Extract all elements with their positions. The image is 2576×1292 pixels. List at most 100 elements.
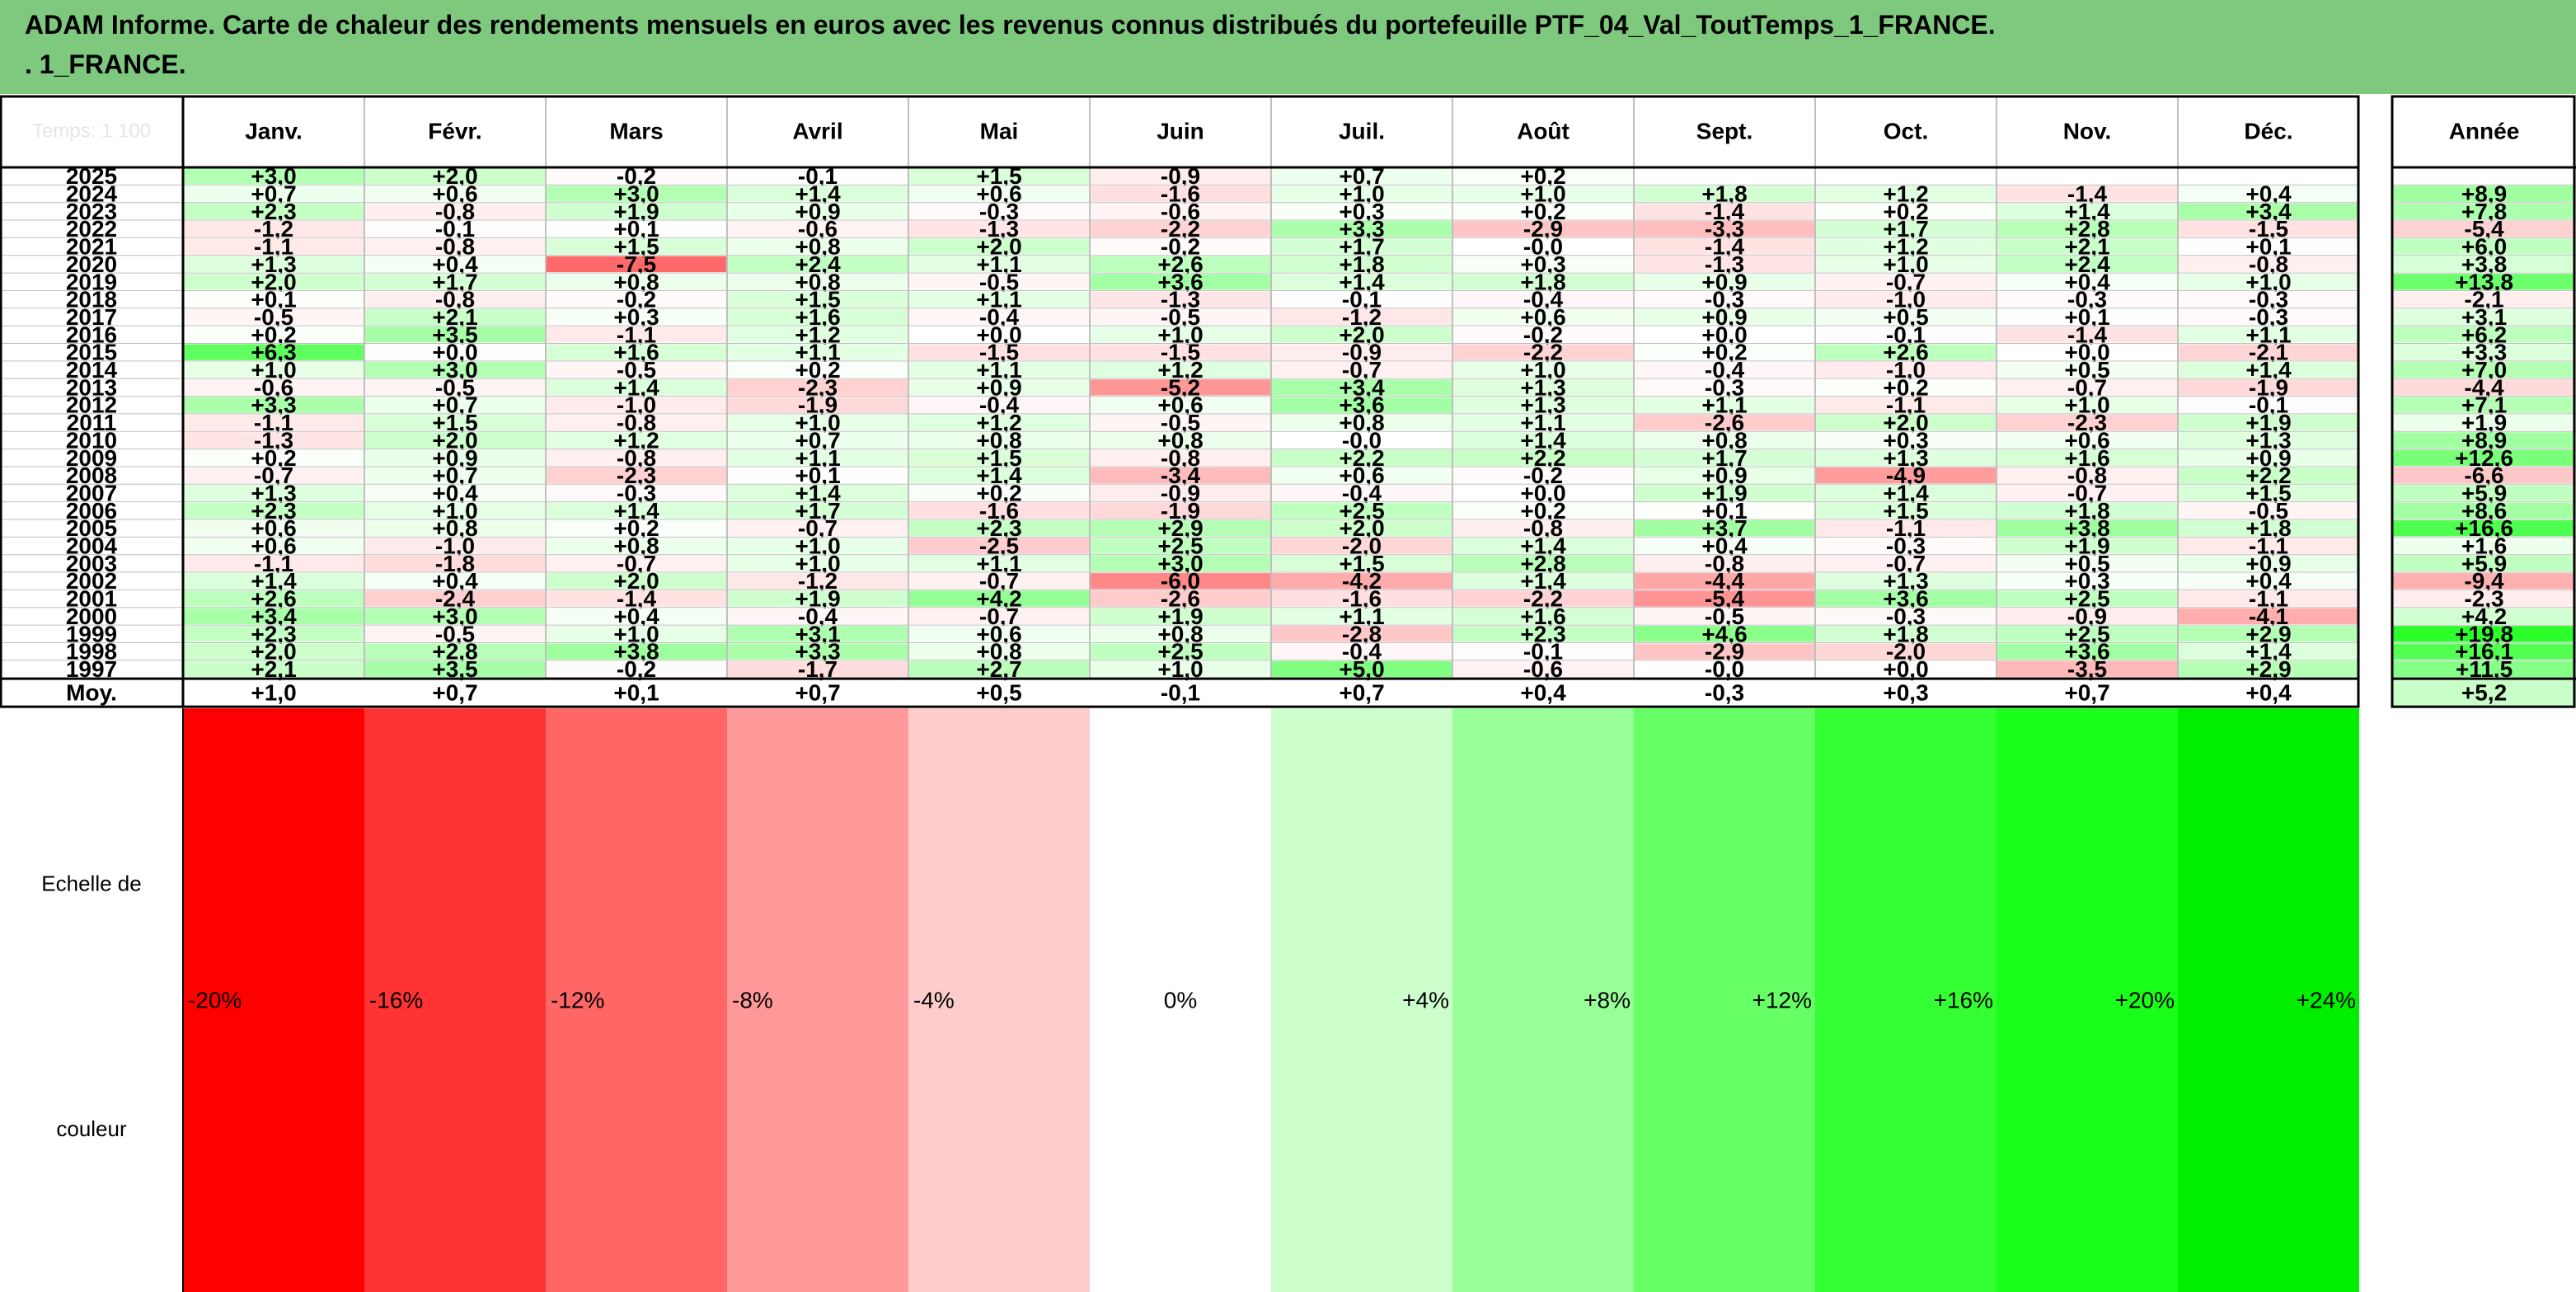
heat-cell	[1091, 626, 1270, 642]
heat-cell	[2179, 414, 2358, 431]
heat-cell	[728, 432, 908, 449]
month-header: Nov.	[2063, 119, 2112, 144]
year-cell	[2393, 520, 2575, 537]
average-value: +0,7	[2064, 680, 2109, 706]
heat-cell	[365, 432, 545, 449]
heat-cell	[1997, 203, 2177, 220]
heat-cell	[2179, 520, 2358, 537]
heat-cell	[728, 449, 908, 466]
heat-cell	[1635, 361, 1814, 378]
heat-cell	[365, 660, 545, 678]
scale-step-label: -4%	[913, 988, 955, 1013]
heat-cell	[728, 397, 908, 413]
heat-cell	[909, 344, 1089, 360]
heat-cell	[728, 485, 908, 501]
heat-cell	[1816, 449, 1996, 466]
month-header: Juin	[1157, 119, 1204, 144]
heat-cell	[184, 626, 364, 642]
year-cell	[2393, 555, 2575, 572]
heat-cell	[909, 626, 1089, 642]
year-cell	[2393, 643, 2575, 660]
heat-cell	[1635, 414, 1814, 431]
month-header: Août	[1517, 119, 1570, 144]
heat-cell	[909, 238, 1089, 255]
heat-cell	[365, 168, 545, 185]
heat-cell	[1272, 361, 1452, 378]
heat-cell	[547, 414, 726, 431]
heat-cell	[1635, 608, 1814, 625]
scale-step-label: -20%	[188, 988, 242, 1013]
heat-cell	[1453, 538, 1633, 554]
heat-cell	[2179, 379, 2358, 396]
heat-cell	[2179, 238, 2358, 255]
heat-cell	[1272, 221, 1452, 237]
heat-cell	[1635, 344, 1814, 360]
heat-cell	[547, 467, 726, 484]
heat-cell	[728, 308, 908, 326]
heat-cell	[1453, 432, 1633, 449]
year-column-border	[2391, 95, 2576, 708]
heat-cell	[365, 626, 545, 642]
year-cell	[2393, 186, 2575, 202]
heat-cell	[1453, 379, 1633, 396]
heat-cell	[184, 573, 364, 590]
heat-cell	[1272, 643, 1452, 660]
heat-cell	[728, 467, 908, 484]
month-header: Janv.	[245, 119, 303, 144]
heat-cell	[1272, 626, 1452, 642]
scale-swatch	[1090, 708, 1271, 1292]
average-value: +0,4	[1520, 680, 1566, 706]
heat-cell	[1091, 502, 1270, 519]
year-cell	[2393, 291, 2575, 308]
heat-cell	[184, 538, 364, 554]
year-cell	[2393, 449, 2575, 466]
month-header: Févr.	[428, 119, 481, 144]
heat-cell	[728, 168, 908, 185]
heat-cell	[2179, 555, 2358, 572]
heat-cell	[1816, 643, 1996, 660]
heat-cell	[1453, 467, 1633, 484]
heat-cell	[1272, 555, 1452, 572]
year-cell	[2393, 538, 2575, 554]
heat-cell	[1816, 327, 1996, 343]
heat-cell	[728, 379, 908, 396]
year-cell	[2393, 432, 2575, 449]
corner-label: Temps: 1 100	[32, 120, 151, 143]
average-label: Moy.	[66, 680, 117, 706]
heat-cell	[365, 361, 545, 378]
heat-cell	[184, 643, 364, 660]
heat-cell	[547, 308, 726, 326]
heat-cell	[1997, 555, 2177, 572]
heat-cell	[547, 643, 726, 660]
heat-cell	[365, 538, 545, 554]
heat-cell	[1635, 274, 1814, 290]
scale-swatch	[727, 708, 908, 1292]
heat-cell	[547, 538, 726, 554]
heat-cell	[1816, 626, 1996, 642]
heat-cell	[1272, 573, 1452, 590]
heat-cell	[365, 414, 545, 431]
heat-cell	[2179, 361, 2358, 378]
heat-cell	[1453, 573, 1633, 590]
scale-step-label: +20%	[2115, 988, 2175, 1013]
heat-cell	[1453, 274, 1633, 290]
year-cell	[2393, 590, 2575, 607]
heat-cell	[1997, 660, 2177, 678]
heat-cell	[1272, 485, 1452, 501]
heat-cell	[547, 274, 726, 290]
heat-cell	[728, 274, 908, 290]
heat-cell	[1091, 221, 1270, 237]
heat-cell	[1272, 538, 1452, 554]
heat-cell	[1997, 274, 2177, 290]
heat-cell	[1997, 590, 2177, 607]
heat-cell	[909, 327, 1089, 343]
heat-cell	[1816, 414, 1996, 431]
heat-cell	[1997, 467, 2177, 484]
heat-cell	[1453, 449, 1633, 466]
table-border	[0, 95, 2360, 708]
heat-cell	[1091, 467, 1270, 484]
heat-cell	[1816, 608, 1996, 625]
year-cell	[2393, 379, 2575, 396]
heat-cell	[365, 397, 545, 413]
